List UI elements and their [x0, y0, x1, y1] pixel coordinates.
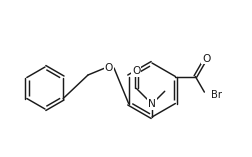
Text: O: O	[105, 63, 113, 73]
Text: O: O	[132, 66, 141, 76]
Text: O: O	[202, 54, 211, 64]
Text: Br: Br	[211, 90, 222, 100]
Text: N: N	[148, 99, 156, 109]
